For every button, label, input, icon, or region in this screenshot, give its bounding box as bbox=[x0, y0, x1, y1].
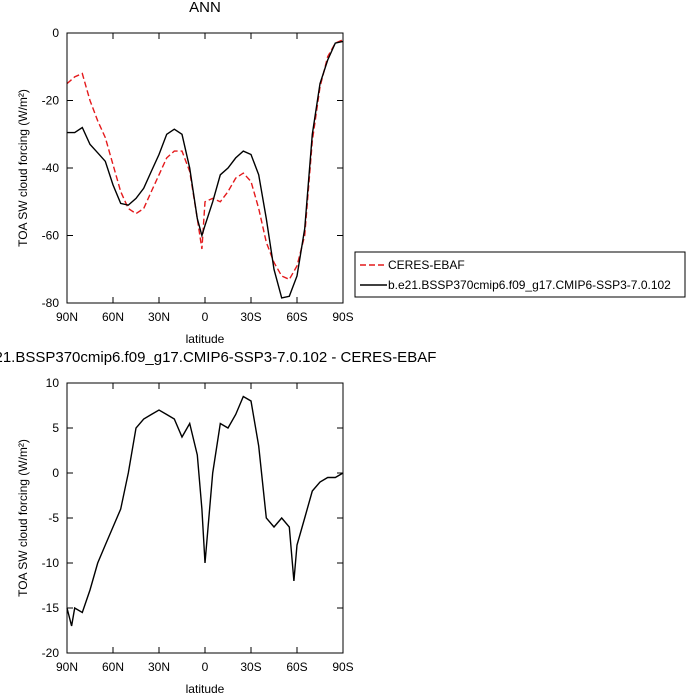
y-tick-label: 5 bbox=[52, 421, 59, 435]
y-tick-label: 0 bbox=[52, 26, 59, 40]
x-tick-label: 60S bbox=[286, 660, 307, 674]
x-tick-label: 90S bbox=[332, 660, 353, 674]
chart-title: ANN bbox=[189, 0, 221, 16]
series-line bbox=[67, 40, 344, 299]
x-tick-label: 30S bbox=[240, 660, 261, 674]
x-tick-label: 60N bbox=[102, 310, 124, 324]
chart-title: b.e21.BSSP370cmip6.f09_g17.CMIP6-SSP3-7.… bbox=[0, 349, 436, 366]
y-tick-label: -40 bbox=[42, 161, 60, 175]
x-tick-label: 0 bbox=[202, 310, 209, 324]
y-axis-label: TOA SW cloud forcing (W/m²) bbox=[16, 89, 30, 247]
x-tick-label: 60S bbox=[286, 310, 307, 324]
legend-label: b.e21.BSSP370cmip6.f09_g17.CMIP6-SSP3-7.… bbox=[388, 278, 671, 292]
legend-label: CERES-EBAF bbox=[388, 258, 465, 272]
y-tick-label: -5 bbox=[48, 511, 59, 525]
x-tick-label: 60N bbox=[102, 660, 124, 674]
plot-frame bbox=[66, 382, 344, 654]
y-tick-label: -10 bbox=[42, 556, 60, 570]
y-tick-label: -80 bbox=[42, 296, 60, 310]
x-tick-label: 30S bbox=[240, 310, 261, 324]
y-tick-label: -60 bbox=[42, 229, 60, 243]
x-tick-label: 90S bbox=[332, 310, 353, 324]
y-tick-label: -15 bbox=[42, 601, 60, 615]
y-tick-label: -20 bbox=[42, 646, 60, 660]
x-tick-label: 30N bbox=[148, 660, 170, 674]
y-tick-label: -20 bbox=[42, 94, 60, 108]
y-axis-label: TOA SW cloud forcing (W/m²) bbox=[16, 439, 30, 597]
x-tick-label: 90N bbox=[56, 660, 78, 674]
x-axis-label: latitude bbox=[186, 682, 225, 696]
legend-box bbox=[354, 251, 686, 298]
y-tick-label: 10 bbox=[46, 376, 60, 390]
x-tick-label: 0 bbox=[202, 660, 209, 674]
x-tick-label: 30N bbox=[148, 310, 170, 324]
x-tick-label: 90N bbox=[56, 310, 78, 324]
series-line bbox=[66, 395, 344, 627]
x-axis-label: latitude bbox=[186, 332, 225, 346]
plot-frame bbox=[66, 32, 344, 304]
y-tick-label: 0 bbox=[52, 466, 59, 480]
series-line bbox=[66, 39, 344, 281]
